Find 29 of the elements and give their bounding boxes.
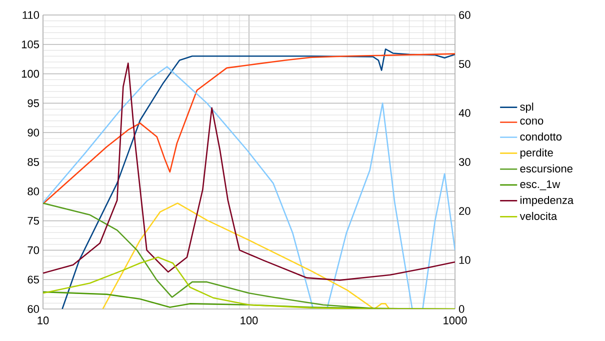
- legend-label: esc._1w: [520, 180, 560, 190]
- y-tick-label: 95: [28, 99, 39, 108]
- y-tick-label: 110: [22, 11, 40, 19]
- legend-label: spl: [520, 102, 534, 113]
- legend-label: escursione: [520, 164, 572, 173]
- y-tick-label: 60: [28, 305, 40, 313]
- y2-tick-label: 10: [459, 256, 470, 264]
- y-tick-label: 75: [28, 216, 39, 225]
- y-tick-label: 80: [28, 188, 40, 196]
- y-tick-label: 100: [22, 70, 40, 78]
- legend-label: impedenza: [520, 196, 574, 206]
- y2-tick-label: 60: [459, 11, 470, 19]
- y2-tick-label: 40: [458, 109, 470, 117]
- y2-tick-label: 50: [458, 60, 470, 68]
- x-tick-label: 1000: [444, 316, 467, 324]
- legend-label: perdite: [520, 148, 553, 159]
- legend-label: cono: [520, 118, 544, 125]
- legend-label: velocita: [520, 212, 558, 220]
- x-tick-label: 100: [240, 316, 258, 324]
- y-tick-label: 65: [28, 276, 39, 284]
- x-tick-label: 10: [38, 316, 49, 324]
- y2-tick-label: 0: [458, 305, 464, 313]
- y2-tick-label: 20: [459, 207, 470, 215]
- legend-label: condotto: [520, 132, 562, 141]
- y-tick-label: 90: [28, 128, 40, 136]
- y-tick-label: 70: [28, 246, 40, 254]
- y-tick-label: 85: [28, 158, 39, 166]
- y2-tick-label: 30: [458, 158, 470, 166]
- y-tick-label: 105: [22, 40, 39, 48]
